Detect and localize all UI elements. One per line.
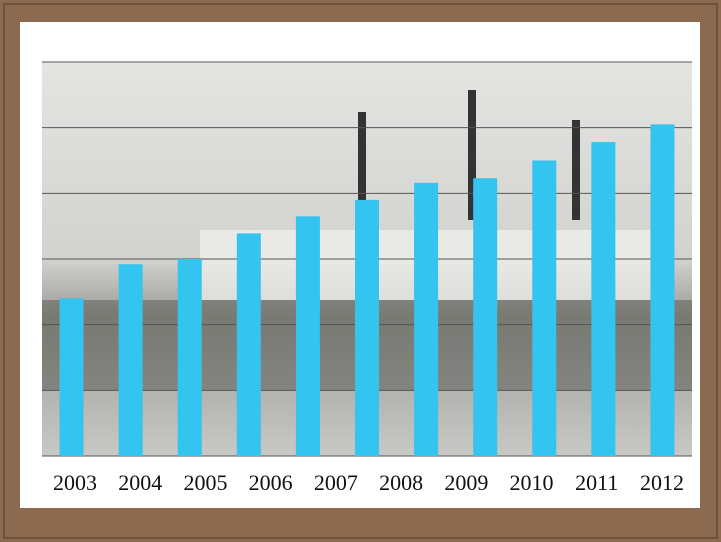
- x-tick-label: 2011: [575, 470, 618, 495]
- x-tick-label: 2003: [53, 470, 97, 495]
- bar: [473, 178, 497, 456]
- x-tick-label: 2010: [510, 470, 554, 495]
- smokestack: [572, 120, 580, 220]
- chart: 2003 2004 2005 2006 2007 2008 2009 2010 2011 2012: [0, 0, 721, 542]
- bar: [237, 233, 261, 456]
- x-tick-label: 2005: [183, 470, 227, 495]
- x-tick-label: 2004: [118, 470, 162, 495]
- x-tick-label: 2012: [640, 470, 684, 495]
- bar: [650, 124, 674, 456]
- bar: [296, 216, 320, 456]
- x-tick-label: 2009: [444, 470, 488, 495]
- bar: [414, 183, 438, 456]
- bar: [591, 142, 615, 456]
- x-tick-label: 2006: [249, 470, 293, 495]
- x-tick-label: 2007: [314, 470, 358, 495]
- bar: [532, 161, 556, 457]
- bar: [119, 264, 143, 456]
- bar: [60, 298, 84, 456]
- bar: [178, 259, 202, 456]
- bar: [355, 200, 379, 456]
- x-tick-label: 2008: [379, 470, 423, 495]
